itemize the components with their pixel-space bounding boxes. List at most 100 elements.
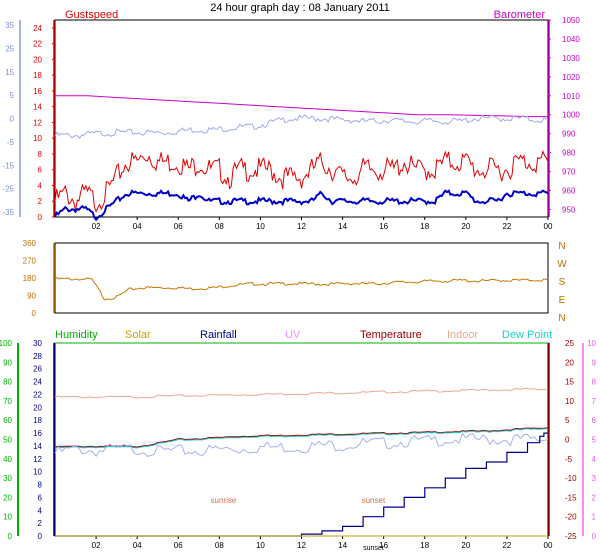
dir-tick: 0: [32, 309, 37, 318]
baro-tick: 1040: [562, 35, 580, 44]
baro-tick: 980: [562, 149, 576, 158]
rainfall-tick: 22: [33, 390, 42, 399]
x-tick-label: 22: [502, 541, 511, 550]
x-extra-label: sunset: [363, 545, 384, 552]
series-windspeed: [54, 189, 549, 222]
wind-tick: 16: [33, 87, 42, 96]
baro-tick: 1010: [562, 92, 580, 101]
legend-barometer: Barometer: [494, 9, 546, 21]
temp-tick: -5: [565, 455, 573, 464]
x-tick-label: 08: [215, 222, 224, 231]
temp-tick: -20: [565, 513, 577, 522]
outer-temp-tick: -5: [7, 138, 15, 147]
x-tick-label: 14: [338, 541, 347, 550]
humidity-tick: 10: [3, 513, 12, 522]
dir-tick: 270: [23, 257, 37, 266]
uv-tick: 6: [592, 416, 597, 425]
x-tick-label: 20: [461, 541, 470, 550]
compass-tick: N: [558, 241, 565, 252]
wind-tick: 0: [38, 213, 43, 222]
baro-tick: 950: [562, 205, 576, 214]
x-tick-label: 16: [379, 222, 388, 231]
legend-uv: UV: [285, 329, 301, 341]
humidity-tick: 90: [3, 358, 12, 367]
annotation-sunset: sunset: [362, 496, 386, 505]
annotation-sunrise: sunrise: [211, 496, 237, 505]
uv-tick: 10: [587, 339, 596, 348]
x-tick-label: 02: [92, 541, 101, 550]
wind-tick: 10: [33, 134, 42, 143]
wind-tick: 12: [33, 118, 42, 127]
uv-tick: 3: [592, 474, 597, 483]
outer-temp-tick: -25: [2, 185, 14, 194]
baro-tick: 1000: [562, 111, 580, 120]
x-tick-label: 16: [379, 541, 388, 550]
wind-tick: 24: [33, 24, 42, 33]
rainfall-tick: 10: [33, 468, 42, 477]
temp-tick: -25: [565, 532, 577, 541]
x-tick-label: 06: [174, 222, 183, 231]
x-tick-label: 00: [544, 541, 553, 550]
uv-tick: 5: [592, 436, 597, 445]
humidity-tick: 60: [3, 416, 12, 425]
baro-tick: 990: [562, 130, 576, 139]
uv-tick: 1: [592, 513, 597, 522]
humidity-tick: 20: [3, 493, 12, 502]
humidity-tick: 30: [3, 474, 12, 483]
series-gustspeed: [54, 149, 549, 213]
series-wind-direction: [54, 276, 549, 301]
temp-tick: 5: [565, 416, 570, 425]
rainfall-tick: 2: [38, 519, 43, 528]
legend-dew-point: Dew Point: [502, 329, 552, 341]
uv-tick: 0: [592, 532, 597, 541]
series-temperature: [54, 427, 549, 448]
outer-temp-tick: -35: [2, 208, 14, 217]
temp-tick: -10: [565, 474, 577, 483]
rainfall-tick: 6: [38, 493, 43, 502]
baro-tick: 1050: [562, 16, 580, 25]
baro-tick: 960: [562, 186, 576, 195]
uv-tick: 7: [592, 397, 597, 406]
rainfall-tick: 20: [33, 403, 42, 412]
rainfall-tick: 16: [33, 429, 42, 438]
x-tick-label: 18: [420, 541, 429, 550]
compass-tick: W: [557, 259, 567, 270]
plot-frame-2: [54, 242, 549, 314]
x-tick-label: 22: [502, 222, 511, 231]
legend-temperature: Temperature: [360, 329, 422, 341]
wind-tick: 14: [33, 103, 42, 112]
temp-tick: 15: [565, 378, 574, 387]
baro-tick: 970: [562, 168, 576, 177]
outer-temp-tick: 5: [10, 91, 15, 100]
dir-tick: 90: [27, 292, 36, 301]
x-tick-label: 10: [256, 222, 265, 231]
wind-tick: 2: [38, 197, 43, 206]
baro-tick: 1020: [562, 73, 580, 82]
outer-temp-tick: 15: [5, 68, 14, 77]
temp-tick: -15: [565, 493, 577, 502]
baro-tick: 1030: [562, 54, 580, 63]
uv-tick: 8: [592, 378, 597, 387]
outer-temp-tick: -15: [2, 161, 14, 170]
legend-humidity: Humidity: [55, 329, 98, 341]
rainfall-tick: 18: [33, 416, 42, 425]
wind-tick: 20: [33, 55, 42, 64]
series-chill: [54, 432, 549, 458]
x-tick-label: 08: [215, 541, 224, 550]
rainfall-tick: 12: [33, 455, 42, 464]
outer-temp-tick: 0: [10, 115, 15, 124]
x-tick-label: 00: [544, 222, 553, 231]
humidity-tick: 100: [0, 339, 13, 348]
rainfall-tick: 0: [38, 532, 43, 541]
series-indoor: [54, 387, 549, 399]
humidity-tick: 80: [3, 378, 12, 387]
wind-tick: 18: [33, 71, 42, 80]
rainfall-tick: 28: [33, 352, 42, 361]
x-tick-label: 06: [174, 541, 183, 550]
legend-gustspeed: Gustspeed: [65, 9, 118, 21]
humidity-tick: 40: [3, 455, 12, 464]
x-tick-label: 10: [256, 541, 265, 550]
